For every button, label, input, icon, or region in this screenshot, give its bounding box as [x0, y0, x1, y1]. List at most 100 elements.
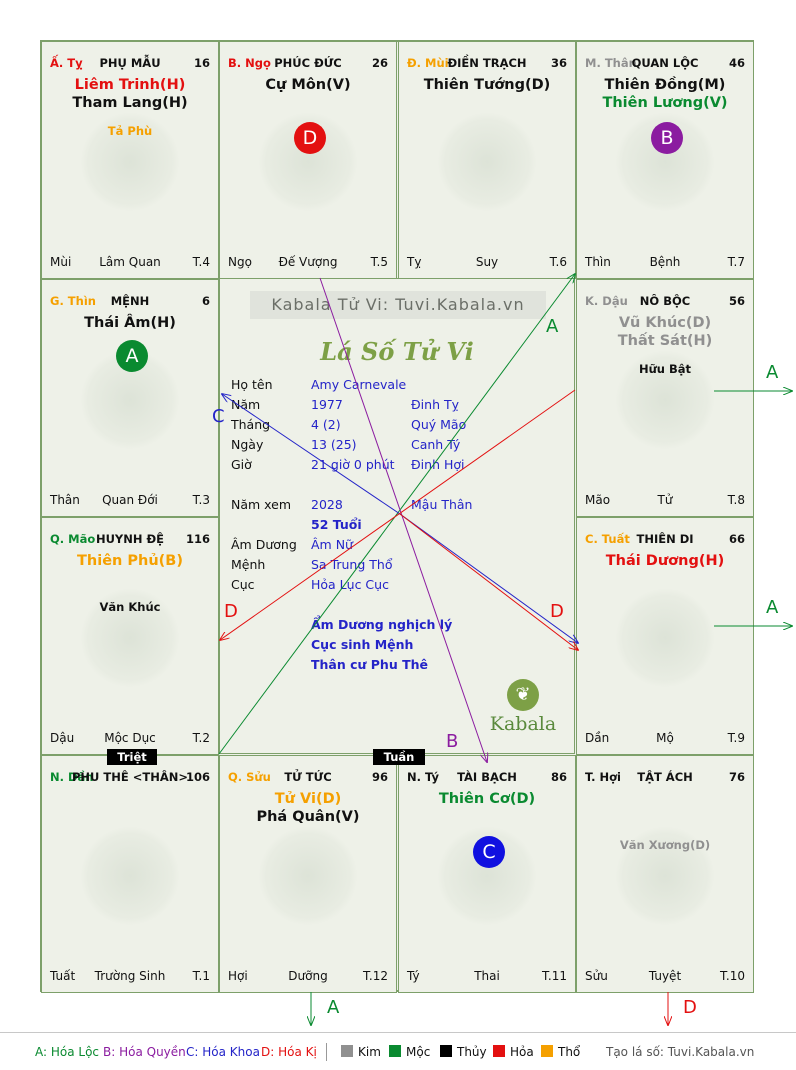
palace-t-index: T.8 [727, 493, 745, 507]
legend-moc-label: Mộc [406, 1045, 431, 1059]
palace-name: HUYNH ĐỆ [95, 532, 165, 546]
palace-header: G. Thìn MỆNH 6 [50, 294, 210, 310]
value-nam-xem: 2028 [311, 497, 343, 512]
palace-name: TẬT ÁCH [637, 770, 693, 784]
value-nam-xem-can-chi: Mậu Thân [411, 497, 473, 512]
palace-stage: Quan Đới [102, 493, 158, 507]
legend-hoa-loc: A: Hóa Lộc [35, 1045, 100, 1059]
palace-cell[interactable]: Đ. Mùi ĐIỀN TRẠCH 36 Thiên Tướng(D) Tỵ Suy T.6 [398, 41, 576, 279]
palace-cell[interactable]: C. Tuất THIÊN DI 66 Thái Dương(H) Dần Mộ T.9 [576, 517, 754, 755]
palace-stage: Dưỡng [288, 969, 328, 983]
palace-name: TÀI BẠCH [457, 770, 517, 784]
arrow-label-d-right: D [550, 601, 564, 622]
palace-header: T. Hợi TẬT ÁCH 76 [585, 770, 745, 786]
legend-divider [326, 1043, 327, 1061]
palace-t-index: T.3 [192, 493, 210, 507]
palace-branch: Hợi [228, 969, 248, 983]
palace-header: C. Tuất THIÊN DI 66 [585, 532, 745, 548]
label-nam: Năm [231, 397, 261, 412]
value-thang-can-chi: Quý Mão [411, 417, 467, 432]
palace-can-chi: N. Dần [50, 770, 94, 784]
palace-can-chi: Đ. Mùi [407, 56, 449, 70]
palace-name: QUAN LỘC [631, 56, 699, 70]
triet-tag: Triệt [107, 749, 157, 765]
value-am-duong: Âm Nữ [311, 537, 353, 552]
label-ngay: Ngày [231, 437, 264, 452]
kim-swatch-icon [341, 1045, 353, 1057]
tho-swatch-icon [541, 1045, 553, 1057]
palace-branch: Dậu [50, 731, 75, 745]
kabala-logo: ❦ Kabala [488, 679, 558, 735]
palace-t-index: T.12 [363, 969, 388, 983]
legend-site-link[interactable]: Tạo lá số: Tuvi.Kabala.vn [606, 1045, 755, 1059]
palace-number: 116 [185, 532, 210, 546]
zodiac-watermark-icon [80, 826, 180, 926]
major-star-1: Tử Vi(D) [274, 791, 342, 807]
legend-hoa-label: Hỏa [510, 1045, 534, 1059]
palace-cell[interactable]: K. Dậu NÔ BỘC 56 Vũ Khúc(D) Thất Sát(H) Hữu B… [576, 279, 754, 517]
zodiac-watermark-icon [80, 588, 180, 688]
legend-tho: Thổ [541, 1045, 580, 1059]
palace-stage: Suy [475, 255, 499, 269]
value-ngay: 13 (25) [311, 437, 357, 452]
legend-hoa-quyen: B: Hóa Quyền [103, 1045, 186, 1059]
palace-branch: Dần [585, 731, 610, 745]
palace-can-chi: Ấ. Tỵ [50, 56, 83, 70]
palace-can-chi: T. Hợi [585, 770, 621, 784]
palace-number: 26 [371, 56, 388, 70]
arrow-label-a-out-2: A [766, 597, 779, 618]
palace-cell[interactable]: T. Hợi TẬT ÁCH 76 Văn Xương(D) Sửu Tuyệt T.10 [576, 755, 754, 993]
palace-can-chi: Q. Mão [50, 532, 96, 546]
palace-name: PHU THÊ <THÂN> [72, 770, 188, 784]
palace-cell[interactable]: G. Thìn MỆNH 6 Thái Âm(H) A Thân Quan Đới T.3 [41, 279, 219, 517]
palace-footer: Thân Quan Đới T.3 [50, 493, 210, 508]
palace-can-chi: C. Tuất [585, 532, 630, 546]
palace-branch: Tỵ [407, 255, 422, 269]
palace-cell[interactable]: M. Thân QUAN LỘC 46 Thiên Đồng(M) Thiên Lươn… [576, 41, 754, 279]
palace-header: M. Thân QUAN LỘC 46 [585, 56, 745, 72]
arrow-label-c-center: C [212, 406, 225, 427]
value-ngay-can-chi: Canh Tý [411, 437, 461, 452]
legend-hoa-khoa: C: Hóa Khoa [186, 1045, 260, 1059]
arrow-label-d-down: D [683, 997, 697, 1018]
palace-t-index: T.6 [549, 255, 567, 269]
center-info-panel: Kabala Tử Vi: Tuvi.Kabala.vn Lá Số Tử Vi… [219, 278, 575, 754]
palace-footer: Dần Mộ T.9 [585, 731, 745, 746]
hoa-swatch-icon [493, 1045, 505, 1057]
palace-t-index: T.5 [370, 255, 388, 269]
palace-name: THIÊN DI [636, 532, 694, 546]
palace-name: MỆNH [110, 294, 150, 308]
legend-moc: Mộc [389, 1045, 430, 1059]
palace-t-index: T.2 [192, 731, 210, 745]
tree-icon: ❦ [507, 679, 539, 711]
value-nam-can-chi: Đinh Tỵ [411, 397, 460, 412]
transform-badge-icon: B [651, 122, 683, 154]
palace-stage: Tử [657, 493, 673, 507]
palace-stage: Bệnh [649, 255, 681, 269]
zodiac-watermark-icon [437, 112, 537, 212]
palace-cell[interactable]: B. Ngọ PHÚC ĐỨC 26 Cự Môn(V) D Ngọ Đế Vượng T.5 [219, 41, 397, 279]
palace-header: Q. Sửu TỬ TỨC 96 [228, 770, 388, 786]
label-menh: Mệnh [231, 557, 266, 572]
palace-branch: Tý [407, 969, 420, 983]
major-star-1: Cự Môn(V) [265, 77, 351, 93]
palace-cell[interactable]: N. Dần PHU THÊ <THÂN> 106 Tuất Trường Sinh T.… [41, 755, 219, 993]
palace-cell[interactable]: Ấ. Tỵ PHỤ MẪU 16 Liêm Trinh(H) Tham Lang(H) T… [41, 41, 219, 279]
minor-star: Tả Phù [107, 124, 153, 138]
palace-cell[interactable]: N. Tý TÀI BẠCH 86 Thiên Cơ(D) C Tý Thai T.11 [398, 755, 576, 993]
palace-branch: Thìn [585, 255, 611, 269]
palace-cell[interactable]: Q. Sửu TỬ TỨC 96 Tử Vi(D) Phá Quân(V) Hợi Dưỡn… [219, 755, 397, 993]
legend-thuy-label: Thủy [457, 1045, 487, 1059]
palace-branch: Sửu [585, 969, 608, 983]
tuan-tag: Tuần [373, 749, 425, 765]
palace-name: ĐIỀN TRẠCH [447, 56, 527, 70]
palace-footer: Tỵ Suy T.6 [407, 255, 567, 270]
value-thang: 4 (2) [311, 417, 341, 432]
legend-kim-label: Kim [358, 1045, 381, 1059]
label-thang: Tháng [231, 417, 271, 432]
palace-name: PHÚC ĐỨC [274, 56, 342, 70]
palace-stage: Tuyệt [648, 969, 682, 983]
zodiac-watermark-icon [80, 112, 180, 212]
legend-hoa: Hỏa [493, 1045, 534, 1059]
palace-cell[interactable]: Q. Mão HUYNH ĐỆ 116 Thiên Phủ(B) Văn Khúc Dậu… [41, 517, 219, 755]
